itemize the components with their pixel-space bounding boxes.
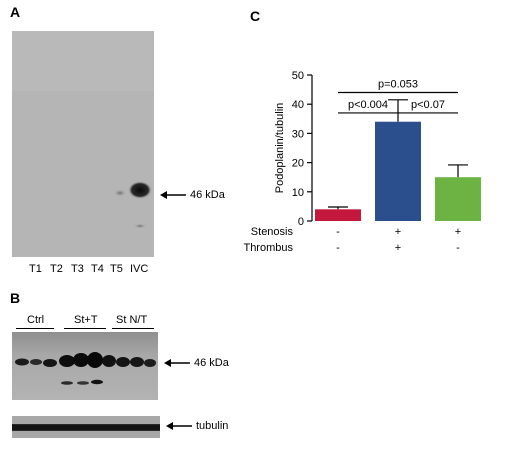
y-tick-label: 0 [298,216,304,228]
band-ivc-lower [133,223,147,229]
panel-a-band-marker: 46 kDa [160,189,225,201]
y-tick-label: 20 [292,158,304,170]
panel-b-band-marker: 46 kDa [164,357,229,369]
panel-b-tubulin-marker: tubulin [166,420,228,432]
panel-a-band-label: 46 kDa [190,189,225,201]
bar [315,209,361,221]
group-label-ctrl: Ctrl [27,314,45,326]
group-label-st-nt: St N/T [116,314,148,326]
panel-c-letter: C [250,8,261,24]
condition-mark: + [395,242,401,254]
lane-label-t2: T2 [50,263,63,275]
panel-b-letter: B [10,290,21,306]
group-line-st-nt [112,328,154,329]
condition-label: Stenosis [251,226,294,238]
western-blot-b [12,332,158,400]
arrow-left-icon [160,191,186,199]
band-ivc [128,181,152,199]
lane-label-t1: T1 [29,263,42,275]
y-tick-label: 50 [292,70,304,82]
band-t5 [113,189,127,197]
y-axis-label: Podoplanin/tubulin [274,103,286,194]
significance-label: p<0.07 [411,99,445,111]
lane-label-ivc: IVC [130,263,149,275]
blot-tubulin-image [12,416,160,438]
group-line-ctrl [16,328,54,329]
y-tick-label: 10 [292,187,304,199]
lane-label-t4: T4 [91,263,104,275]
lane-label-t3: T3 [71,263,84,275]
condition-mark: + [395,226,401,238]
bar [375,121,421,221]
significance-label: p<0.004 [348,99,388,111]
condition-mark: + [455,226,461,238]
condition-label: Thrombus [243,242,293,254]
arrow-left-icon [164,359,190,367]
panel-b-tubulin-label: tubulin [196,420,229,432]
bar [435,177,481,221]
blot-a-image [12,31,154,257]
western-blot-a [12,31,154,257]
group-label-st-t: St+T [74,314,98,326]
condition-mark: - [336,242,340,254]
condition-mark: - [456,242,460,254]
panel-a-letter: A [10,4,21,20]
y-tick-label: 30 [292,128,304,140]
group-line-st-t [64,328,106,329]
western-blot-tubulin [12,416,160,438]
lane-label-t5: T5 [110,263,123,275]
y-tick-label: 40 [292,99,304,111]
blot-b-image [12,332,158,400]
panel-b-band-label: 46 kDa [194,357,229,369]
significance-label: p=0.053 [378,79,418,91]
condition-mark: - [336,226,340,238]
arrow-left-icon [166,422,192,430]
